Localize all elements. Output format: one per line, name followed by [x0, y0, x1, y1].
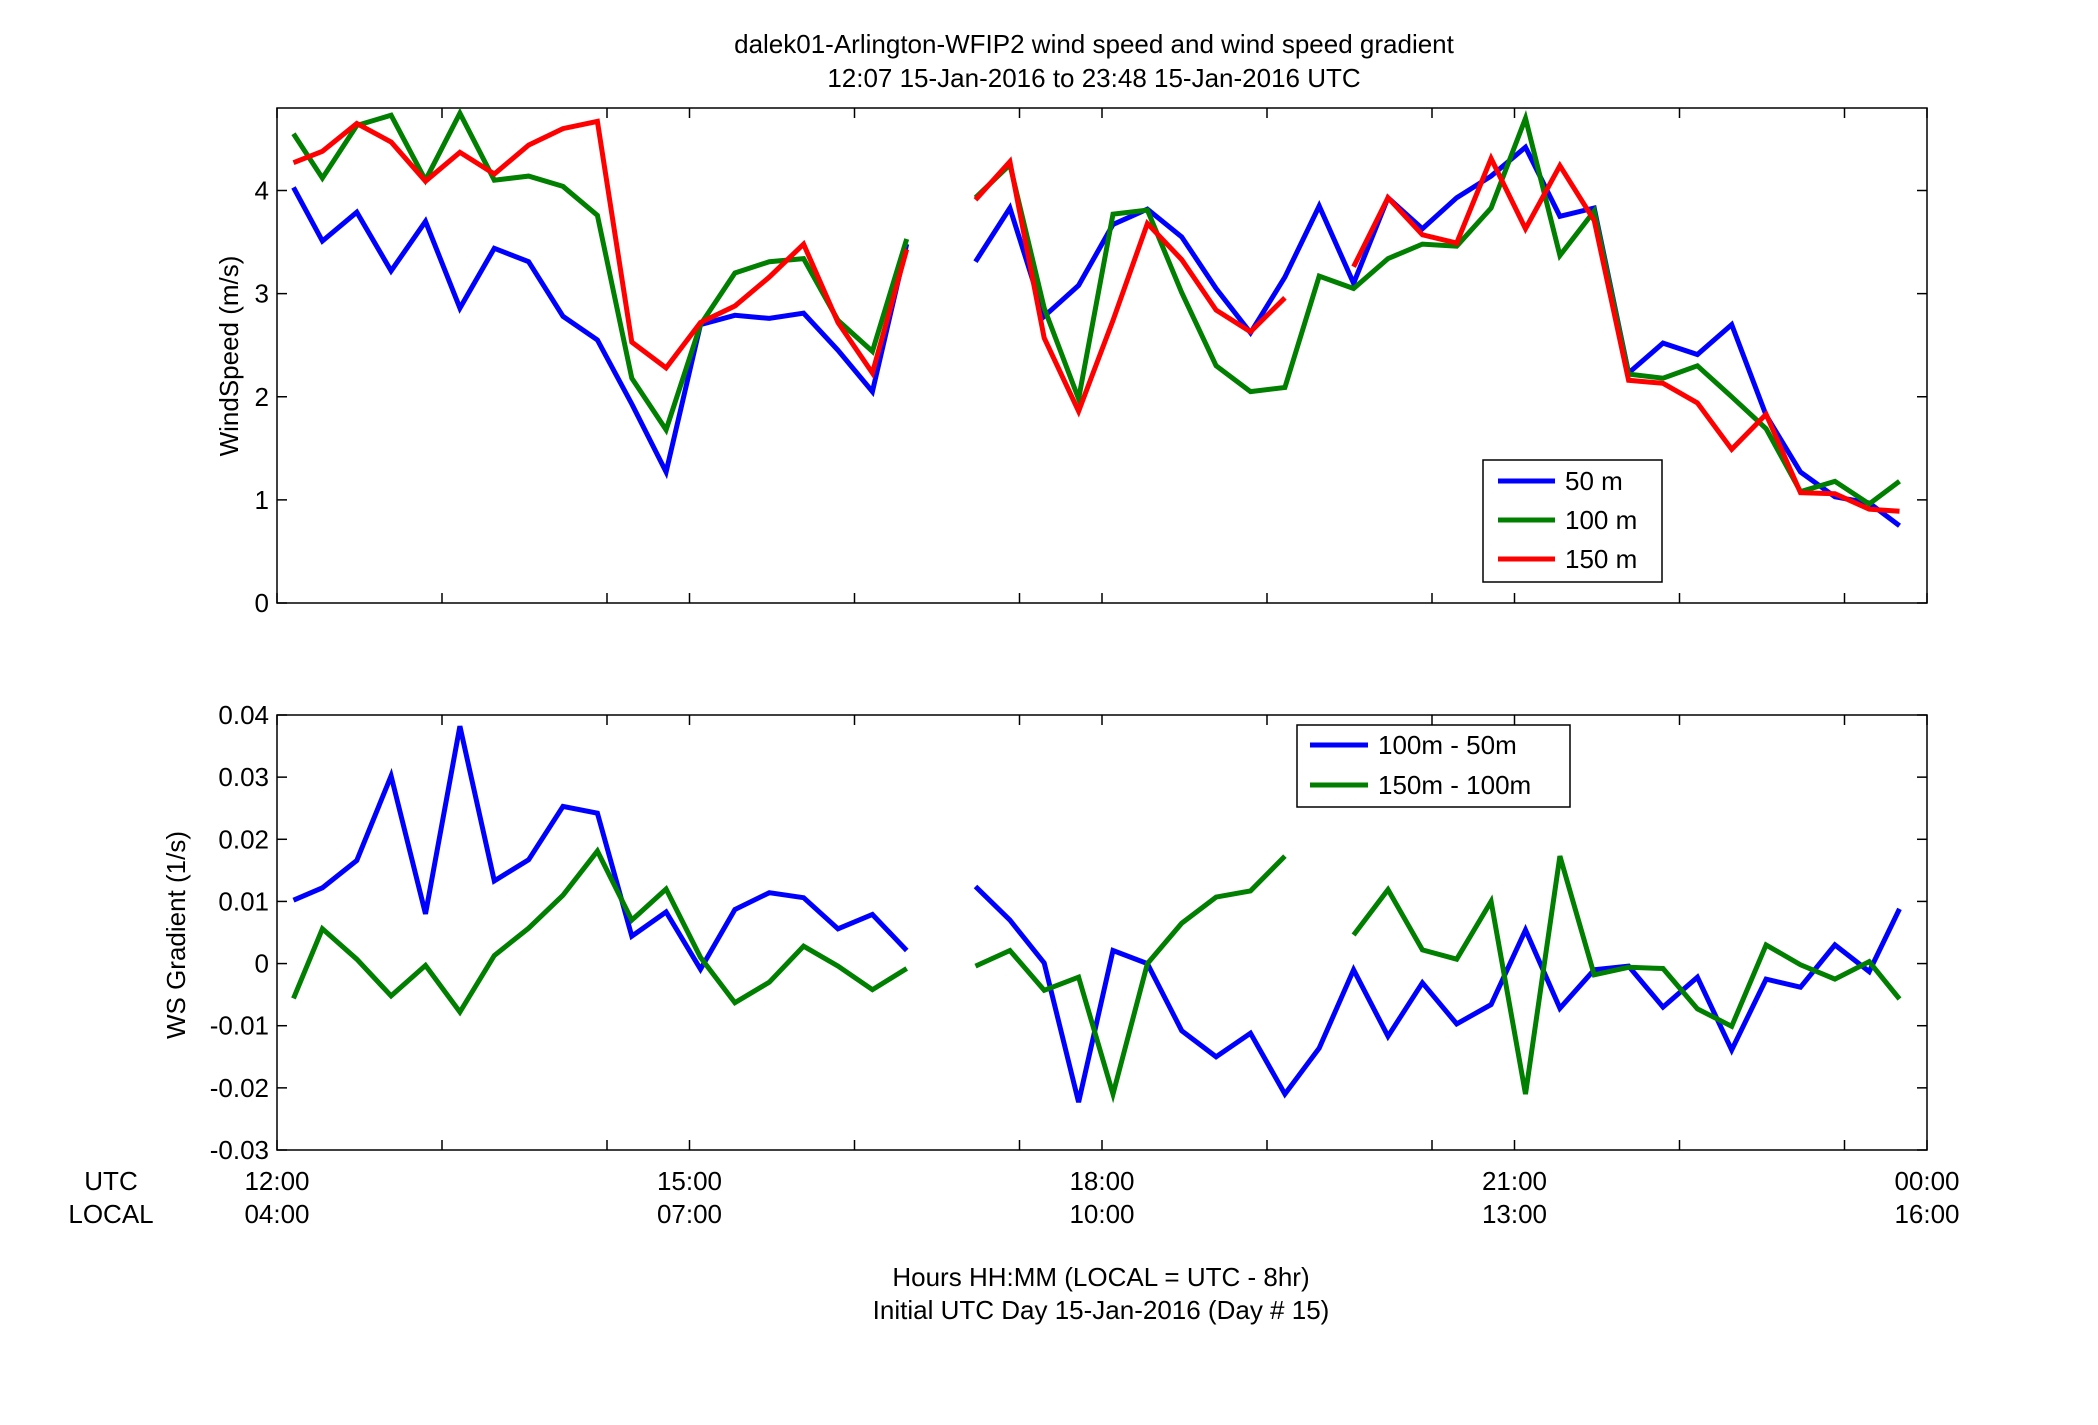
windspeed-ytick-label: 3 — [255, 279, 269, 309]
windspeed-series-line-3 — [1351, 152, 1900, 514]
windspeed-series-line-3 — [973, 156, 1287, 418]
local-row-label: LOCAL — [68, 1199, 153, 1229]
xtick-label-utc: 18:00 — [1069, 1166, 1134, 1196]
gradient-ytick-label: -0.02 — [210, 1073, 269, 1103]
legend-label-50m: 50 m — [1565, 466, 1623, 496]
xlabel-line1: Hours HH:MM (LOCAL = UTC - 8hr) — [892, 1262, 1309, 1292]
windspeed-ytick-labels: 0 1 2 3 4 — [255, 176, 269, 619]
chart-title-line2: 12:07 15-Jan-2016 to 23:48 15-Jan-2016 U… — [827, 63, 1360, 93]
windspeed-series-line-3 — [292, 118, 910, 379]
gradient-series-line-1 — [973, 884, 1902, 1103]
gradient-ytick-label: -0.03 — [210, 1135, 269, 1165]
windspeed-ytick-label: 4 — [255, 176, 269, 206]
gradient-ytick-label: 0.02 — [218, 824, 269, 854]
windspeed-ytick-label: 2 — [255, 382, 269, 412]
gradient-ytick-label: 0.03 — [218, 762, 269, 792]
legend-label-100m-50m: 100m - 50m — [1378, 730, 1517, 760]
xtick-label-utc: 00:00 — [1894, 1166, 1959, 1196]
utc-row-label: UTC — [84, 1166, 137, 1196]
windspeed-ytick-label: 0 — [255, 588, 269, 618]
gradient-ticks — [276, 714, 1928, 1151]
gradient-ytick-label: -0.01 — [210, 1011, 269, 1041]
xtick-label-local: 04:00 — [244, 1199, 309, 1229]
gradient-series-line-2 — [974, 854, 1287, 1104]
xtick-label-local: 10:00 — [1069, 1199, 1134, 1229]
windspeed-series-line-2 — [291, 107, 910, 436]
legend-label-100m: 100 m — [1565, 505, 1637, 535]
windspeed-series — [291, 107, 1901, 528]
gradient-series — [291, 725, 1902, 1104]
xtick-label-local: 13:00 — [1482, 1199, 1547, 1229]
gradient-ytick-label: 0.04 — [218, 700, 269, 730]
windspeed-series-line-2 — [973, 110, 1901, 508]
gradient-ytick-label: 0.01 — [218, 886, 269, 916]
gradient-series-line-2 — [1351, 855, 1902, 1095]
windspeed-series-line-1 — [291, 186, 910, 480]
gradient-plot: -0.03 -0.02 -0.01 0 0.01 0.02 0.03 0.04 WS Grad… — [161, 700, 1928, 1165]
windspeed-ylabel: WindSpeed (m/s) — [214, 256, 244, 457]
xtick-label-local: 07:00 — [657, 1199, 722, 1229]
windspeed-legend: 50 m 100 m 150 m — [1482, 459, 1663, 583]
chart-title-line1: dalek01-Arlington-WFIP2 wind speed and w… — [734, 29, 1455, 59]
gradient-legend: 100m - 50m 150m - 100m — [1296, 724, 1571, 808]
windspeed-ticks — [276, 108, 1928, 604]
gradient-ylabel: WS Gradient (1/s) — [161, 831, 191, 1039]
gradient-ytick-labels: -0.03 -0.02 -0.01 0 0.01 0.02 0.03 0.04 — [210, 700, 269, 1165]
legend-label-150m: 150 m — [1565, 544, 1637, 574]
xtick-label-utc: 21:00 — [1482, 1166, 1547, 1196]
gradient-series-line-2 — [291, 846, 909, 1017]
windspeed-plot: 0 1 2 3 4 WindSpeed (m/s) 50 m 100 m 150 m — [214, 107, 1928, 619]
gradient-ytick-label: 0 — [255, 949, 269, 979]
legend-label-150m-100m: 150m - 100m — [1378, 770, 1531, 800]
gradient-series-line-1 — [292, 725, 909, 975]
xlabel-line2: Initial UTC Day 15-Jan-2016 (Day # 15) — [873, 1295, 1330, 1325]
gradient-plot-frame — [276, 714, 1928, 1151]
windspeed-ytick-label: 1 — [255, 485, 269, 515]
xtick-label-local: 16:00 — [1894, 1199, 1959, 1229]
gradient-legend-box — [1296, 724, 1571, 808]
windspeed-series-line-1 — [973, 143, 1901, 528]
xtick-label-utc: 15:00 — [657, 1166, 722, 1196]
xtick-label-utc: 12:00 — [244, 1166, 309, 1196]
